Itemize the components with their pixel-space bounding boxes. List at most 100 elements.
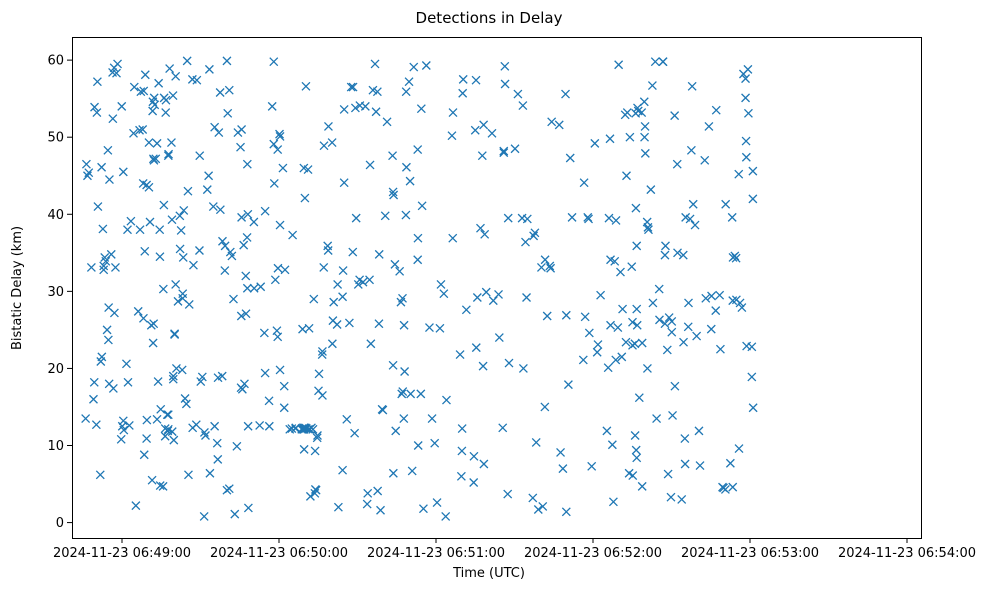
data-point xyxy=(700,155,710,165)
data-point xyxy=(167,215,177,225)
x-tick-label: 2024-11-23 06:52:00 xyxy=(524,546,662,561)
data-point xyxy=(413,145,423,154)
x-tick-label: 2024-11-23 06:50:00 xyxy=(210,546,348,561)
data-point xyxy=(399,320,409,330)
data-point xyxy=(129,82,139,92)
data-point xyxy=(634,393,644,403)
data-point xyxy=(644,225,653,235)
data-point xyxy=(366,339,376,349)
data-point xyxy=(242,159,252,169)
data-point xyxy=(164,149,174,159)
data-point xyxy=(138,125,148,134)
data-point xyxy=(529,231,539,241)
data-point xyxy=(416,104,426,114)
data-point xyxy=(471,343,481,353)
data-point xyxy=(222,56,232,66)
data-point xyxy=(351,213,361,223)
data-point xyxy=(666,492,676,502)
data-point xyxy=(748,403,758,413)
data-point xyxy=(339,104,349,114)
data-point xyxy=(478,361,488,371)
data-point xyxy=(118,167,128,177)
data-point xyxy=(376,505,385,515)
data-point xyxy=(391,426,401,436)
x-tick-label: 2024-11-23 06:51:00 xyxy=(367,546,505,561)
data-point xyxy=(155,225,165,235)
data-point xyxy=(655,315,664,325)
data-point xyxy=(458,74,468,84)
data-point xyxy=(309,294,319,304)
data-point xyxy=(652,414,662,423)
data-point xyxy=(704,121,714,131)
data-markers xyxy=(82,57,758,521)
data-point xyxy=(177,365,187,375)
data-point xyxy=(144,138,154,148)
data-point xyxy=(81,414,91,423)
data-point xyxy=(304,323,314,333)
data-point xyxy=(417,201,427,211)
data-point xyxy=(139,450,149,460)
data-point xyxy=(108,114,118,124)
data-point xyxy=(152,414,162,424)
data-point xyxy=(81,159,91,169)
data-point xyxy=(312,433,322,443)
data-point xyxy=(182,56,192,66)
data-point xyxy=(494,333,504,343)
data-point xyxy=(243,421,253,431)
data-point xyxy=(662,345,672,355)
data-point xyxy=(156,404,166,414)
data-point xyxy=(727,212,737,222)
data-point xyxy=(217,371,227,381)
data-point xyxy=(401,87,411,97)
data-point xyxy=(99,261,109,271)
data-point xyxy=(371,107,381,117)
y-tick-label: 30 xyxy=(47,285,64,300)
data-point xyxy=(365,160,375,170)
data-point xyxy=(135,125,144,135)
data-point xyxy=(407,466,417,476)
y-axis-label: Bistatic Delay (km) xyxy=(10,226,25,350)
data-point xyxy=(288,230,298,240)
data-point xyxy=(605,134,615,144)
data-point xyxy=(333,502,343,512)
data-point xyxy=(167,427,177,437)
data-point xyxy=(536,263,546,272)
data-point xyxy=(158,284,168,294)
data-point xyxy=(388,187,398,197)
data-point xyxy=(236,142,245,152)
data-point xyxy=(148,338,158,348)
data-point xyxy=(715,290,725,300)
data-point xyxy=(747,342,757,352)
data-point xyxy=(432,498,442,508)
data-point xyxy=(275,129,284,139)
data-point xyxy=(632,320,642,330)
data-point xyxy=(91,420,101,430)
data-point xyxy=(159,200,169,210)
data-point xyxy=(461,305,471,315)
data-point xyxy=(692,331,702,341)
data-point xyxy=(404,77,414,87)
data-point xyxy=(142,415,152,425)
data-point xyxy=(458,88,468,98)
data-point xyxy=(457,446,467,456)
data-point xyxy=(210,122,220,132)
data-point xyxy=(313,431,322,440)
data-point xyxy=(139,86,149,96)
data-point xyxy=(317,390,327,400)
data-point xyxy=(155,252,165,262)
data-point xyxy=(390,259,400,269)
data-point xyxy=(348,82,358,92)
data-point xyxy=(92,108,102,117)
data-point xyxy=(314,369,324,379)
data-point xyxy=(241,309,251,319)
data-point xyxy=(168,374,178,384)
data-point xyxy=(112,68,121,78)
data-point xyxy=(110,263,120,272)
data-point xyxy=(679,337,688,347)
data-point xyxy=(737,303,747,312)
data-point xyxy=(504,358,514,368)
data-point xyxy=(166,138,176,148)
data-point xyxy=(469,451,479,461)
data-point xyxy=(197,372,207,382)
y-tick-label: 60 xyxy=(47,54,64,69)
